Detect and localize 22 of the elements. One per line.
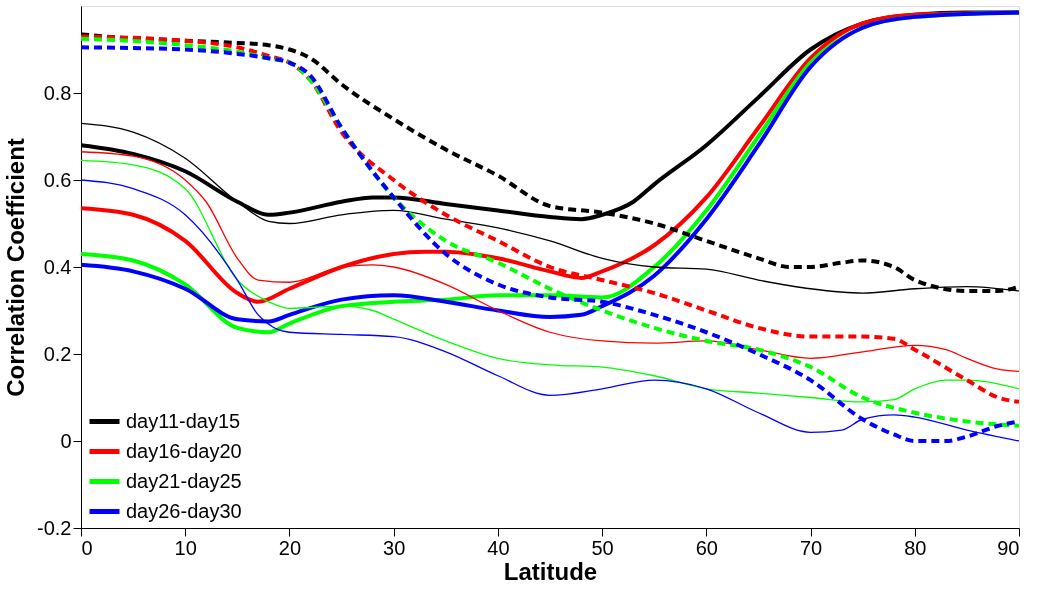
x-tick-label: 60: [695, 536, 718, 559]
x-tick-label: 40: [487, 536, 510, 559]
y-tick-label: 0.2: [43, 342, 72, 365]
legend-label: day16-day20: [126, 439, 242, 462]
x-tick-label: 0: [81, 536, 93, 559]
y-tick-label: -0.2: [37, 516, 72, 539]
x-tick-label: 30: [383, 536, 406, 559]
y-tick-label: 0: [60, 429, 72, 452]
y-tick-label: 0.6: [43, 168, 72, 191]
legend-label: day26-day30: [126, 499, 242, 522]
x-tick-label: 10: [174, 536, 197, 559]
y-tick-label: 0.4: [43, 255, 72, 278]
x-tick-label: 90: [997, 536, 1020, 559]
y-axis-title: Correlation Coefficient: [2, 138, 30, 397]
y-tick-label: 0.8: [43, 81, 72, 104]
x-tick-label: 20: [278, 536, 302, 559]
x-axis-title: Latitude: [503, 557, 598, 585]
x-tick-label: 70: [799, 536, 823, 559]
legend-label: day21-day25: [126, 469, 242, 492]
legend-label: day11-day15: [126, 409, 241, 432]
x-tick-label: 80: [904, 536, 927, 559]
x-tick-label: 50: [591, 536, 614, 559]
